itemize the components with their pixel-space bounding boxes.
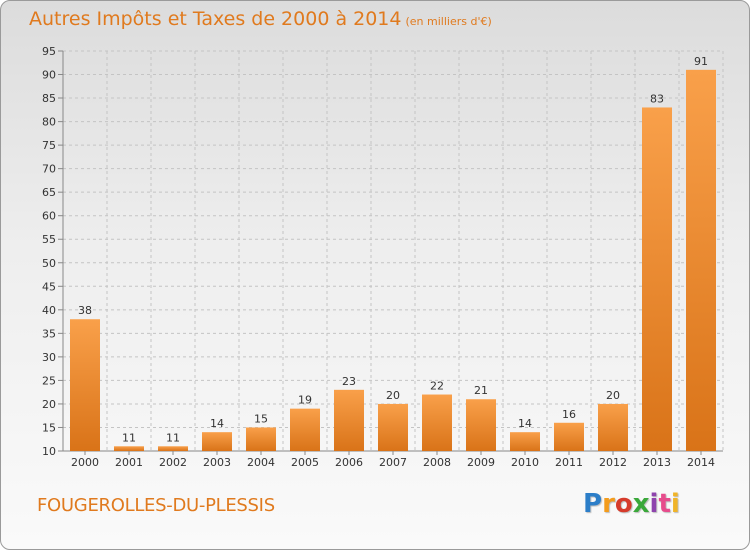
- y-tick-label: 65: [42, 186, 56, 199]
- x-tick-label-2005: 2005: [291, 456, 319, 469]
- data-label-2008: 22: [430, 380, 444, 393]
- logo-letter: o: [614, 489, 633, 519]
- bar-2007: [378, 403, 408, 451]
- x-tick-label-2003: 2003: [203, 456, 231, 469]
- y-tick-label: 45: [42, 280, 56, 293]
- logo-letter: r: [602, 489, 615, 519]
- logo-letter: i: [670, 489, 680, 519]
- bar-2013: [642, 107, 672, 452]
- y-tick-label: 95: [42, 45, 56, 58]
- chart-title-text: Autres Impôts et Taxes de 2000 à 2014: [29, 8, 402, 30]
- x-tick-label-2006: 2006: [335, 456, 363, 469]
- data-label-2012: 20: [606, 389, 620, 402]
- y-tick-label: 55: [42, 233, 56, 246]
- chart-title: Autres Impôts et Taxes de 2000 à 2014 (en…: [29, 8, 492, 30]
- bar-2005: [290, 408, 320, 451]
- data-label-2010: 14: [518, 417, 532, 430]
- data-label-2001: 11: [122, 431, 136, 444]
- proxiti-logo: Proxiti: [583, 489, 680, 519]
- x-tick-label-2008: 2008: [423, 456, 451, 469]
- bar-2006: [334, 389, 364, 451]
- x-tick-label-2014: 2014: [687, 456, 715, 469]
- data-label-2004: 15: [254, 412, 268, 425]
- x-tick-label-2004: 2004: [247, 456, 275, 469]
- x-tick-label-2013: 2013: [643, 456, 671, 469]
- logo-letter: i: [649, 489, 659, 519]
- x-tick-label-2011: 2011: [555, 456, 583, 469]
- x-tick-label-2002: 2002: [159, 456, 187, 469]
- data-label-2003: 14: [210, 417, 224, 430]
- x-tick-label-2012: 2012: [599, 456, 627, 469]
- x-tick-label-2009: 2009: [467, 456, 495, 469]
- y-tick-label: 50: [42, 257, 56, 270]
- data-label-2011: 16: [562, 408, 576, 421]
- data-label-2014: 91: [694, 55, 708, 68]
- bar-2011: [554, 422, 584, 451]
- data-label-2013: 83: [650, 92, 664, 105]
- bar-2000: [70, 319, 100, 451]
- chart-subtitle: (en milliers d'€): [405, 15, 492, 28]
- bar-2008: [422, 394, 452, 451]
- y-tick-label: 40: [42, 304, 56, 317]
- y-tick-label: 15: [42, 421, 56, 434]
- y-tick-label: 70: [42, 163, 56, 176]
- bars: [70, 69, 716, 452]
- logo-letter: t: [658, 489, 671, 519]
- data-label-2002: 11: [166, 431, 180, 444]
- labels: 10 15 20 25 30 35 40 45 50 55 60 65 70 75 80 85 90 95 38 20…: [42, 45, 715, 469]
- logo-letter: x: [632, 489, 650, 519]
- y-tick-label: 20: [42, 398, 56, 411]
- y-tick-label: 35: [42, 327, 56, 340]
- x-tick-label-2001: 2001: [115, 456, 143, 469]
- y-tick-label: 60: [42, 210, 56, 223]
- y-tick-label: 90: [42, 69, 56, 82]
- bar-2012: [598, 403, 628, 451]
- y-tick-label: 80: [42, 116, 56, 129]
- data-label-2005: 19: [298, 394, 312, 407]
- data-label-2006: 23: [342, 375, 356, 388]
- x-tick-label-2010: 2010: [511, 456, 539, 469]
- bar-2003: [202, 432, 232, 451]
- y-tick-label: 10: [42, 445, 56, 458]
- bar-2001: [114, 446, 144, 451]
- bar-2004: [246, 427, 276, 451]
- bar-2014: [686, 69, 716, 451]
- y-tick-label: 25: [42, 374, 56, 387]
- data-label-2009: 21: [474, 384, 488, 397]
- x-tick-label-2000: 2000: [71, 456, 99, 469]
- commune-name: FOUGEROLLES-DU-PLESSIS: [37, 495, 275, 516]
- bar-2009: [466, 399, 496, 451]
- bar-2002: [158, 446, 188, 451]
- y-tick-label: 75: [42, 139, 56, 152]
- logo-letter: P: [583, 489, 603, 519]
- data-label-2000: 38: [78, 304, 92, 317]
- bar-2010: [510, 432, 540, 451]
- y-tick-label: 30: [42, 351, 56, 364]
- x-tick-label-2007: 2007: [379, 456, 407, 469]
- data-label-2007: 20: [386, 389, 400, 402]
- y-tick-label: 85: [42, 92, 56, 105]
